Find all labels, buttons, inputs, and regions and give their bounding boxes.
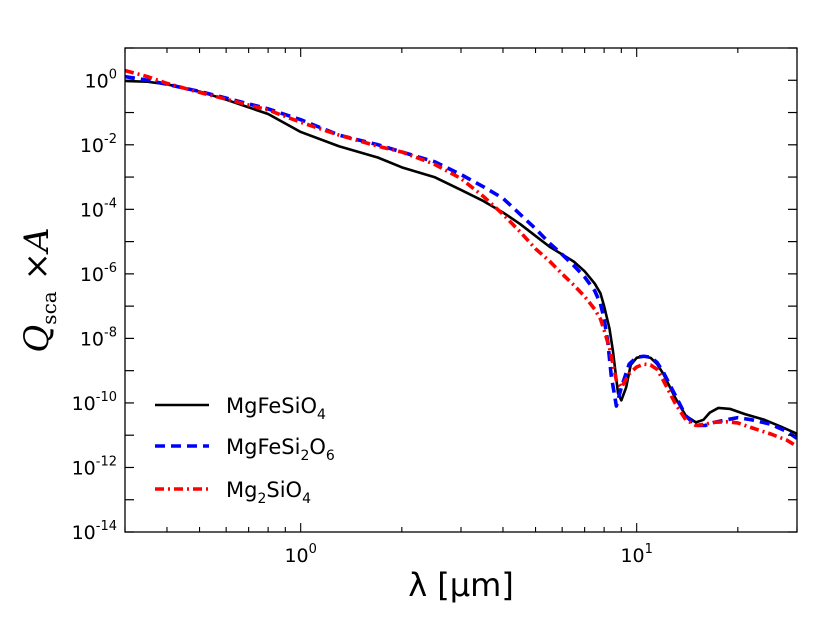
y-tick-label: 10-10 [72,390,117,415]
y-tick-label: 10-8 [80,325,117,350]
legend-label-2: Mg2SiO4 [226,478,311,507]
x-tick-label: 100 [284,542,316,567]
y-tick-label: 10-12 [72,454,117,479]
plot-frame [124,47,798,533]
y-tick-label: 10-4 [80,196,117,221]
legend-label-0: MgFeSiO4 [226,394,326,423]
svg-text:Qsca ×A: Qsca ×A [17,227,61,352]
x-tick-label: 101 [620,542,652,567]
y-tick-label: 10-6 [80,261,117,286]
legend-label-1: MgFeSi2O6 [226,435,335,464]
y-tick-label: 10-2 [80,132,117,157]
x-axis-label: λ [μm] [408,566,514,604]
series-layer [125,68,797,448]
series-line-2 [125,68,797,448]
tick-layer: 100 10-2 10-4 10-6 10-8 10-10 10-12 10-14 100 101 [72,47,798,567]
y-tick-label: 100 [85,67,117,92]
series-line-1 [125,74,797,440]
y-axis-label: Qsca ×A [17,227,61,352]
y-tick-label: 10-14 [72,519,117,544]
series-line-0 [125,79,797,436]
legend: MgFeSiO4 MgFeSi2O6 Mg2SiO4 [155,394,335,507]
